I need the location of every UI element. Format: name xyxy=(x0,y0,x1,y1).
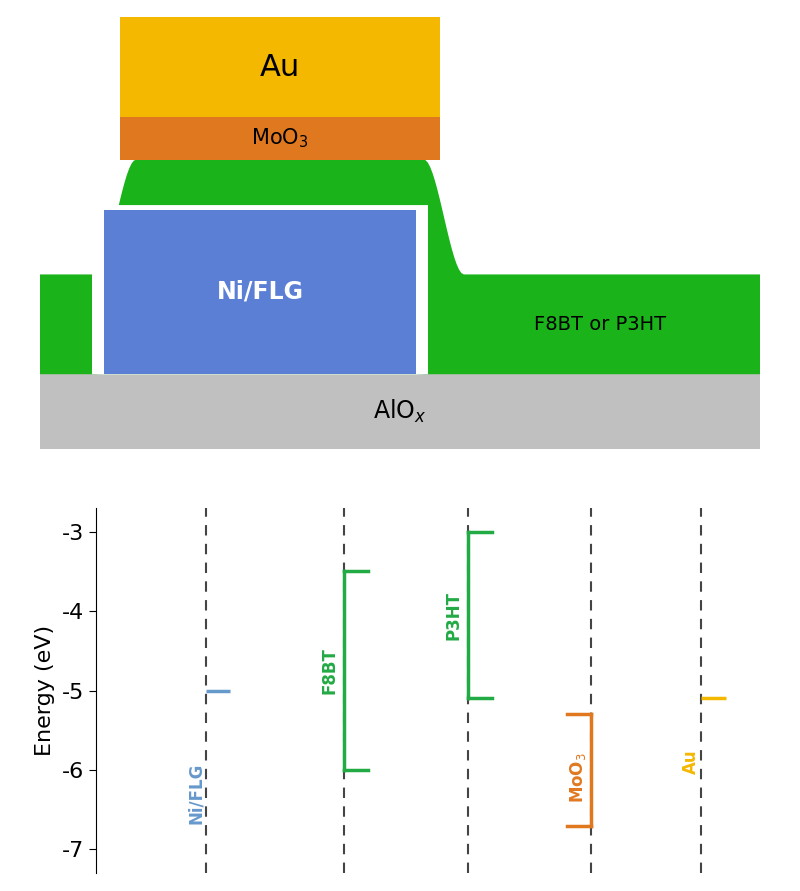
FancyBboxPatch shape xyxy=(97,207,423,374)
Y-axis label: Energy (eV): Energy (eV) xyxy=(35,625,55,756)
Text: F8BT or P3HT: F8BT or P3HT xyxy=(534,315,666,334)
Text: Au: Au xyxy=(260,53,300,82)
Text: Au: Au xyxy=(682,749,700,774)
Polygon shape xyxy=(40,159,760,374)
FancyBboxPatch shape xyxy=(92,205,428,374)
Text: F8BT: F8BT xyxy=(321,647,339,694)
Text: Ni/FLG: Ni/FLG xyxy=(186,763,205,824)
Bar xyxy=(120,118,440,159)
Text: MoO$_3$: MoO$_3$ xyxy=(567,753,587,804)
Bar xyxy=(40,374,760,449)
Text: MoO$_3$: MoO$_3$ xyxy=(251,127,309,151)
Bar xyxy=(120,18,440,118)
Text: Ni/FLG: Ni/FLG xyxy=(217,280,303,304)
Text: AlO$_x$: AlO$_x$ xyxy=(374,398,426,425)
Text: P3HT: P3HT xyxy=(445,591,462,640)
FancyBboxPatch shape xyxy=(102,208,418,374)
Bar xyxy=(104,209,416,374)
